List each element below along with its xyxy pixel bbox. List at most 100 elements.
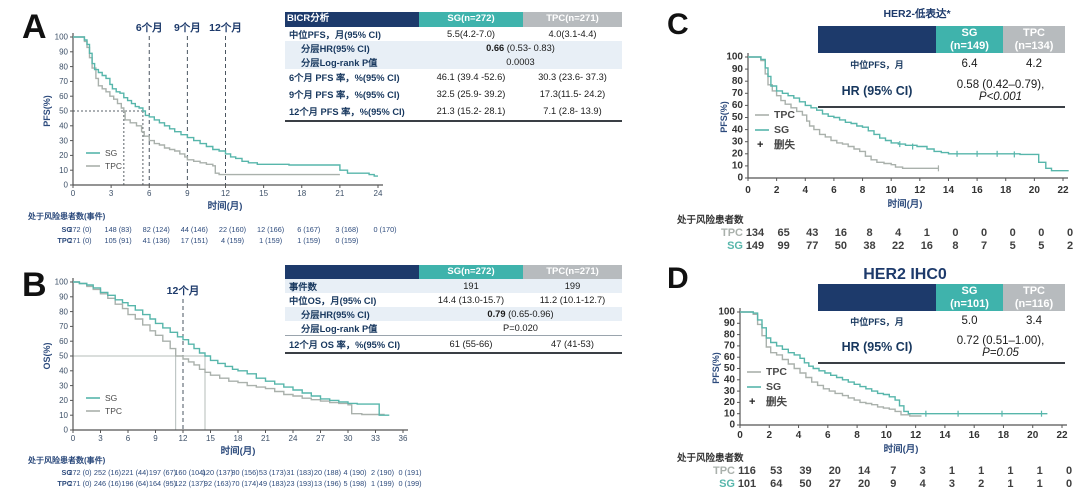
stats-row-label: 分层Log-rank P值 [301,58,378,68]
km-curve-sg [748,56,1069,172]
risk-value: 0 [1038,227,1044,239]
legend-label-sg: SG [774,124,789,136]
risk-value: 5 [1010,240,1016,250]
risk-value: 3 (168) [335,225,358,234]
risk-value: 272 (0) [68,468,91,477]
risk-value: 0 [1067,227,1073,239]
y-tick-label: 80 [59,307,68,316]
km-curve-sg [73,36,378,177]
stats-header-sg: SG(n=272) [419,12,523,27]
risk-value: 99 [778,240,790,250]
y-tick-label: 0 [729,420,735,431]
y-tick-label: 70 [59,322,68,331]
x-tick-label: 30 [344,434,353,443]
legend-label-tpc: TPC [766,366,787,378]
y-tick-label: 0 [64,181,69,190]
y-tick-label: 30 [724,386,736,397]
stats-value-tpc: 3.4 [1026,315,1042,327]
stats-row-label: 分层Log-rank P值 [301,324,378,334]
risk-value: 6 (167) [297,225,320,234]
stats-row: 中位PFS，月 6.4 4.2 [818,53,1065,75]
x-tick-label: 18 [297,189,306,198]
risk-value: 64 [770,478,783,490]
y-tick-label: 20 [724,397,736,408]
risk-value: 0 (199) [398,479,421,488]
stats-value-tpc: 4.2 [1026,58,1042,70]
x-tick-label: 0 [71,189,76,198]
risk-value: 3 [920,465,926,477]
risk-value: 20 (188) [314,468,341,477]
risk-value: 0 [1066,478,1072,490]
legend-label-sg: SG [105,393,117,403]
risk-value: 5 (198) [343,479,366,488]
x-tick-label: 12 [910,430,922,441]
risk-value: 16 [835,227,847,239]
stats-header-label [285,265,419,279]
y-tick-label: 40 [59,122,68,131]
x-tick-label: 8 [860,185,866,196]
stats-row: 6个月 PFS 率，%(95% CI) 46.1 (39.4 -52.6) 30.3… [285,69,622,85]
censor-plus-icon: + [757,139,763,151]
km-curve-tpc [73,36,340,176]
stats-row: HR (95% CI) 0.72 (0.51–1.00), P=0.05 [818,331,1065,363]
x-tick-label: 10 [881,430,893,441]
stats-value-tpc: 47 (41-53) [523,335,622,353]
risk-value: 20 [858,478,870,490]
x-tick-label: 18 [998,430,1010,441]
risk-value: 70 (174) [231,479,258,488]
risk-row-name-sg: SG [61,468,72,477]
panel-c-chart: 0 10 20 30 40 50 60 70 80 90 100 0 2 4 6 8 10 12 14 16 18 20 2… [655,0,1080,255]
y-tick-label: 70 [724,341,736,352]
legend-label-censored: 删失 [774,138,795,151]
stats-row-label: 12个月 PFS 率，%(95% CI) [289,107,405,117]
panel-c-title: HER2-低表达* [883,8,951,20]
y-tick-label: 50 [59,352,68,361]
stats-table-B: SG(n=272) TPC(n=271) 事件数 191 199 中位OS，月(95% C… [285,265,622,354]
stats-value-tpc: 17.3(11.5- 24.2) [539,88,606,99]
km-curve-tpc [73,281,385,416]
risk-value: 9 [890,478,896,490]
x-tick-label: 14 [939,430,951,441]
risk-value: 77 [806,240,818,250]
stats-value-tpc: 30.3 (23.6- 37.3) [538,72,607,82]
stats-header-tpc: TPC(n=271) [523,12,622,27]
risk-value: 149 [746,240,764,250]
y-tick-label: 40 [59,367,68,376]
legend-label-tpc: TPC [105,161,122,171]
stats-row: 分层HR(95% CI) 0.79 (0.65-0.96) [285,307,622,321]
stats-header-label [818,26,936,53]
y-tick-label: 70 [59,77,68,86]
stats-row-label: HR (95% CI) [841,339,913,354]
stats-row: 12个月 PFS 率，%(95% CI) 21.3 (15.2- 28.1) 7.1… [285,102,622,121]
stats-table-D: SG (n=101) TPC (n=116) 中位PFS，月 5.0 3.4 HR (95… [818,284,1065,364]
risk-value: 5 [1038,240,1044,250]
risk-value: 164 (95) [149,479,176,488]
risk-value: 16 [921,240,933,250]
y-tick-label: 60 [724,352,736,363]
y-tick-label: 30 [59,136,68,145]
panel-a-chart: 6个月 9个月 12个月 0 10 20 30 40 50 60 70 80 90 100 0 3 6 9 12 15… [0,0,655,255]
y-axis-title: PFS(%) [719,101,729,133]
x-tick-label: 9 [185,189,190,198]
risk-value: 116 [738,465,756,477]
stats-header-sg: SG (n=149) [936,26,1003,53]
risk-value: 4 [895,227,902,239]
y-axis-title: PFS(%) [42,95,52,127]
month-marker-label: 12个月 [167,284,200,297]
risk-value: 43 [806,227,818,239]
x-tick-label: 12 [914,185,926,196]
x-tick-label: 6 [831,185,837,196]
risk-value: 221 (44) [121,468,148,477]
y-tick-label: 20 [59,151,68,160]
month-marker-label: 9个月 [174,21,201,34]
x-tick-label: 15 [206,434,215,443]
stats-row-span-value: 0.0003 [506,57,535,67]
risk-value: 20 [829,465,841,477]
legend-label-sg: SG [766,381,781,393]
risk-value: 0 [981,227,987,239]
y-tick-label: 70 [732,88,744,99]
stats-value-sg: 6.4 [961,58,978,70]
panel-c-letter: C [667,8,689,41]
x-tick-label: 18 [234,434,243,443]
